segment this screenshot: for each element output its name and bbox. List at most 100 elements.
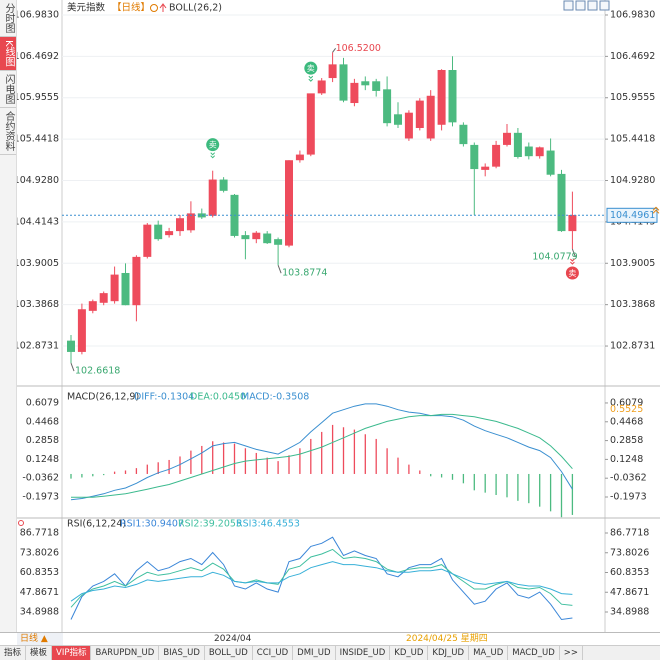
signal-label: 卖 (209, 141, 217, 150)
candle-body (535, 147, 544, 157)
candle-body (437, 69, 446, 125)
tab[interactable]: >> (560, 646, 583, 660)
candle-body (350, 82, 359, 104)
cursor-date: 2024/04/25 星期四 (406, 634, 488, 644)
tab[interactable]: DMI_UD (293, 646, 336, 660)
y-tick-label: 86.7718 (20, 527, 59, 538)
chart-title: 美元指数 (67, 2, 106, 14)
rsi-line (70, 561, 573, 602)
candle-body (568, 214, 577, 232)
annotation-leader (571, 248, 576, 258)
y-tick-label: 60.8353 (20, 567, 59, 578)
candle-body (176, 218, 184, 232)
y-tick-label: 60.8353 (610, 567, 649, 578)
candle-body (121, 272, 130, 306)
current-price-box (606, 207, 658, 223)
candle-body (197, 213, 206, 218)
marker-label: 0.5525 (610, 404, 643, 415)
period-selector[interactable]: 日线 ▲ (17, 633, 63, 646)
indicator-tabs: 指标 模板 VIP指标 BARUPDN_UD BIAS_UD BOLL_UD C… (0, 645, 660, 660)
tab[interactable]: 指标 (0, 646, 27, 660)
time-label: 2024/04 (214, 634, 252, 644)
annotation-leader (277, 264, 282, 274)
signal-badge (304, 61, 318, 75)
price-arrow (652, 206, 660, 214)
candle-body (448, 69, 457, 123)
tab[interactable]: MACD_UD (508, 646, 560, 660)
rsi-line (70, 548, 573, 608)
tab[interactable]: CCI_UD (253, 646, 294, 660)
tab[interactable]: VIP指标 (52, 646, 92, 660)
indicator-label: BOLL(26,2) (169, 3, 222, 14)
icon[interactable] (587, 0, 598, 11)
legend-entry: RSI3:46.4553 (236, 519, 300, 530)
candle-body (143, 224, 152, 257)
macd-title: MACD(26,12,9) (67, 392, 139, 403)
candle-body (524, 146, 533, 157)
annotation-leader (70, 362, 75, 372)
y-tick-label: 0.6079 (26, 397, 59, 408)
icon[interactable] (563, 0, 574, 11)
settings-icon[interactable] (150, 4, 158, 12)
tab[interactable]: BOLL_UD (205, 646, 253, 660)
icon[interactable] (575, 0, 586, 11)
candle-body (274, 239, 283, 245)
signal-badge (206, 138, 220, 152)
candle-body (383, 89, 392, 124)
y-tick-label: 106.4692 (610, 51, 655, 62)
y-tick-label: -0.0362 (22, 473, 59, 484)
y-tick-label: 34.8988 (610, 607, 649, 618)
candle-body (67, 340, 75, 352)
candle-body (328, 64, 337, 79)
candle-body (165, 231, 174, 236)
sidebar-tab[interactable]: 闪电图 (0, 71, 16, 108)
candle-body (154, 224, 163, 240)
candle-body (404, 112, 413, 139)
annotation: 106.5200 (336, 43, 381, 54)
tab[interactable]: KDJ_UD (428, 646, 470, 660)
signal-badge (565, 266, 579, 280)
legend-entry: RSI1:30.9407 (120, 519, 184, 530)
candle-body (470, 144, 479, 170)
y-tick-label: 102.8731 (14, 341, 59, 352)
y-tick-label: 34.8988 (20, 607, 59, 618)
candle-body (208, 179, 217, 216)
signal-label: 卖 (568, 269, 576, 278)
legend-entry: DEA:0.0450 (190, 392, 246, 403)
current-price-label: 104.4961 (610, 210, 655, 221)
sidebar-tab[interactable]: K线图 (0, 37, 16, 71)
sidebar: 分时图 K线图 闪电图 合约资料 (0, 0, 17, 632)
indicator-line (70, 403, 573, 501)
candle-body (481, 166, 490, 170)
sidebar-tab[interactable]: 分时图 (0, 0, 16, 37)
rsi-title: RSI(6,12,24) (67, 519, 126, 530)
candle-body (372, 81, 381, 91)
y-tick-label: 47.8671 (610, 587, 649, 598)
y-tick-label: 104.9280 (14, 175, 59, 186)
candle-body (557, 173, 566, 232)
candle-body (295, 154, 304, 161)
legend-entry: DIFF:-0.1304 (134, 392, 194, 403)
tab[interactable]: BARUPDN_UD (91, 646, 160, 660)
candle-body (546, 150, 555, 175)
sidebar-tab[interactable]: 合约资料 (0, 108, 16, 155)
annotation-leader (332, 47, 337, 53)
y-tick-label: 86.7718 (610, 527, 649, 538)
tab[interactable]: KD_UD (390, 646, 429, 660)
y-tick-label: 102.8731 (610, 341, 655, 352)
candle-body (459, 124, 468, 145)
y-tick-label: 0.1248 (610, 454, 643, 465)
y-tick-label: -0.0362 (610, 473, 647, 484)
icon[interactable] (599, 0, 610, 11)
y-tick-label: 104.9280 (610, 175, 655, 186)
tab[interactable]: BIAS_UD (159, 646, 205, 660)
tab[interactable]: MA_UD (469, 646, 509, 660)
y-tick-label: 105.4418 (610, 134, 655, 145)
tab[interactable]: INSIDE_UD (336, 646, 391, 660)
signal-arrow (570, 258, 575, 265)
annotation: 103.8774 (282, 268, 327, 279)
boll-icon (159, 3, 167, 12)
tab[interactable]: 模板 (26, 646, 53, 660)
y-tick-label: 0.6079 (610, 397, 643, 408)
y-tick-label: 105.4418 (14, 134, 59, 145)
